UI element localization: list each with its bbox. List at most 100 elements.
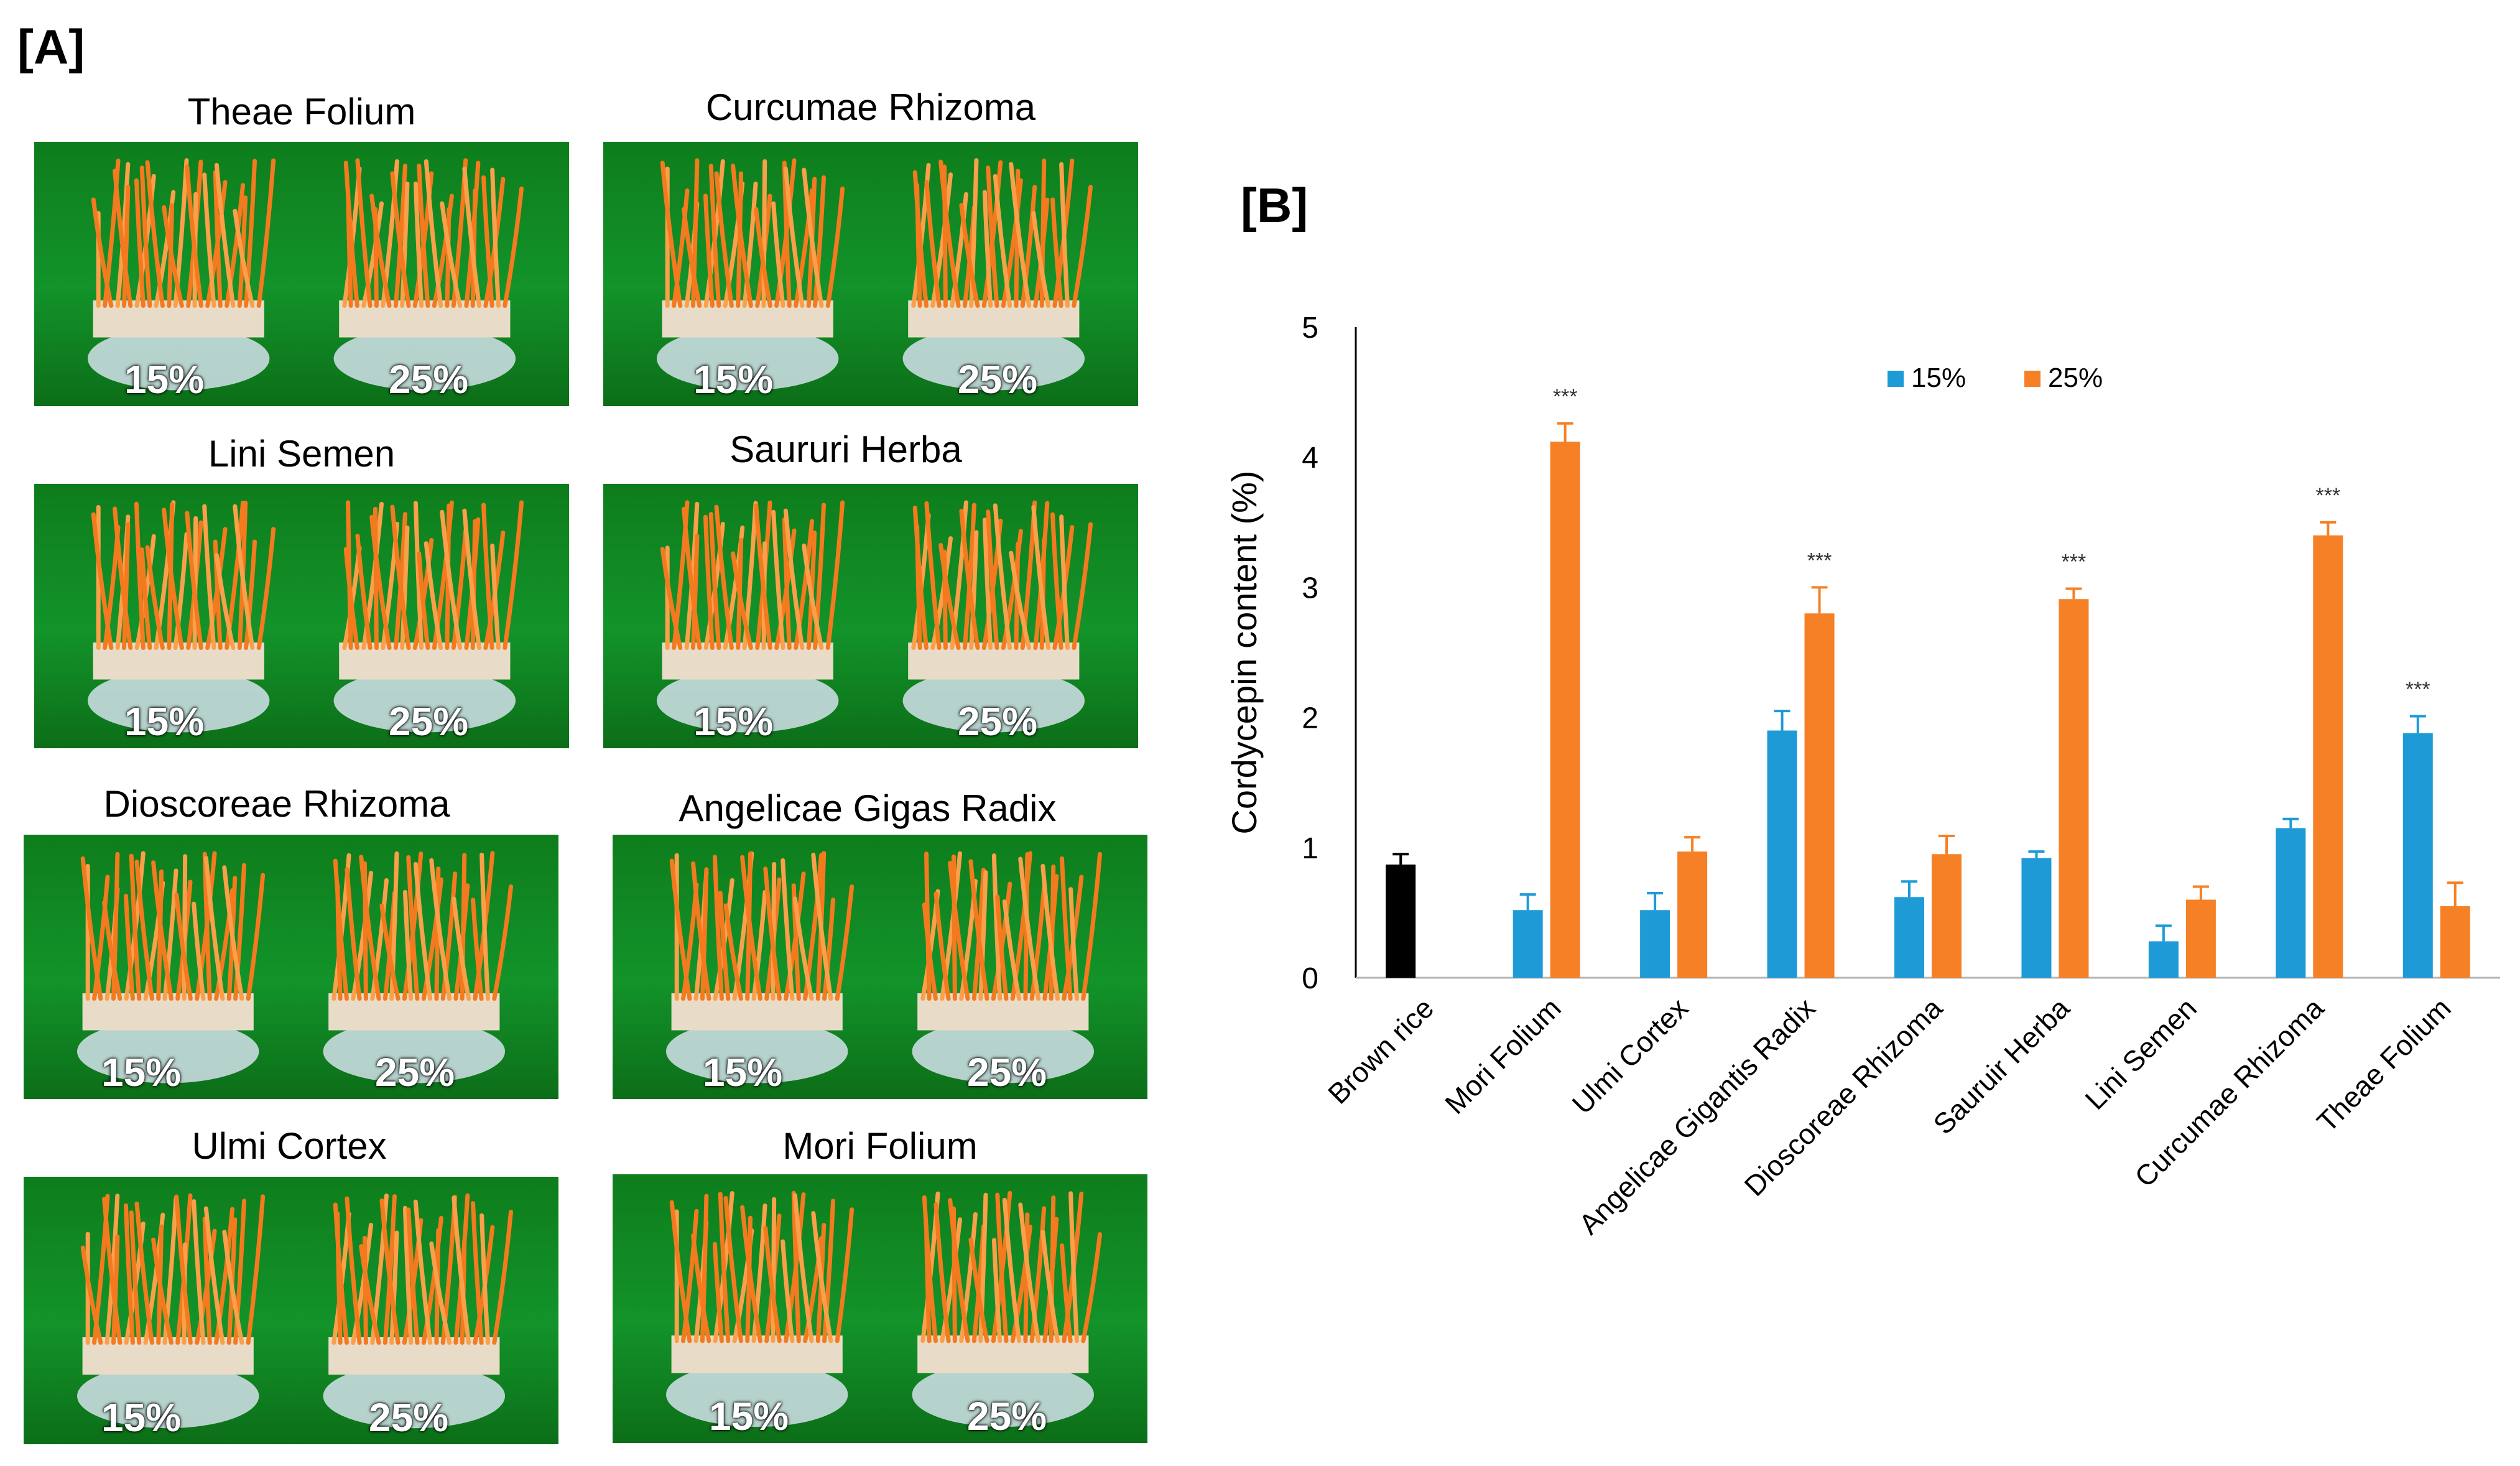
culture-jar [657, 327, 839, 391]
fruiting-body [503, 186, 524, 308]
photo-label-15: 15% [124, 699, 205, 744]
fruiting-body [91, 197, 114, 308]
fruiting-body [991, 853, 1003, 1001]
fruiting-body [959, 203, 980, 308]
fruiting-body [121, 185, 131, 308]
fruiting-body [811, 852, 833, 1001]
x-tick-label: Angelicae Gigantis Radix [1572, 991, 1821, 1240]
fruiting-body [802, 543, 824, 650]
x-tick-label: Mori Folium [1438, 991, 1567, 1120]
fruiting-body [134, 178, 146, 308]
photo-lini-semen: 15% 25% [34, 484, 569, 748]
fruiting-body [691, 861, 711, 1001]
photo-theae-folium: 15% 25% [34, 142, 569, 406]
fruiting-body [343, 547, 359, 650]
fruiting-body [825, 500, 845, 650]
fruiting-body [803, 1236, 824, 1343]
fruiting-body [129, 853, 142, 1001]
fruiting-body [345, 1196, 362, 1345]
fruiting-body [162, 205, 184, 308]
fruiting-body [948, 861, 970, 1001]
fruiting-body [246, 1194, 266, 1345]
fruiting-body [991, 1238, 1003, 1343]
fruiting-body [754, 206, 772, 308]
culture-jar [902, 327, 1085, 391]
bar-25pct [2059, 599, 2089, 978]
fruiting-body [968, 859, 989, 1001]
fruiting-body [370, 878, 389, 1001]
fruiting-body [173, 532, 189, 650]
fruiting-body [782, 517, 792, 650]
fruiting-body [479, 1213, 490, 1345]
fruiting-body [355, 534, 373, 650]
fruiting-body [933, 891, 951, 1001]
bar-25pct [2185, 899, 2216, 978]
fruiting-body [1029, 886, 1047, 1001]
fruiting-body [922, 902, 938, 1001]
fruiting-body [723, 903, 743, 1001]
fruiting-body [490, 543, 501, 650]
fruiting-body [938, 159, 961, 308]
fruiting-body [1040, 863, 1060, 1001]
significance-marker: *** [2062, 550, 2087, 573]
photo-ulmi-cortex: 15% 25% [24, 1177, 558, 1444]
fruiting-body [343, 160, 359, 308]
substrate [93, 643, 264, 680]
bar-15pct [2402, 733, 2433, 978]
fruiting-body [390, 171, 411, 308]
photo-label-15: 15% [101, 1050, 182, 1095]
fruiting-body [912, 505, 929, 650]
fruiting-body [470, 519, 478, 650]
fruiting-body [182, 854, 188, 1001]
y-tick-label: 4 [1302, 442, 1318, 475]
fruiting-body [995, 894, 1009, 1001]
fruiting-body [452, 1195, 471, 1345]
substrate [908, 643, 1080, 680]
culture-jar [333, 669, 516, 733]
fruiting-body [1049, 864, 1056, 1001]
fruiting-body [452, 896, 471, 1001]
cordyceps-illustration [77, 851, 514, 1083]
substrate [671, 1335, 843, 1373]
significance-marker: *** [1553, 385, 1578, 409]
fruiting-body [413, 501, 424, 650]
bar-25pct [2440, 906, 2470, 978]
fruiting-body [162, 868, 178, 1001]
photo-label-25: 25% [389, 699, 469, 744]
cordyceps-illustration [666, 1190, 1103, 1427]
bar-15pct [1512, 910, 1543, 978]
fruiting-body [203, 1206, 225, 1345]
fruiting-body [783, 508, 805, 650]
fruiting-body [763, 1225, 782, 1343]
legend-swatch [1888, 371, 1904, 387]
fruiting-body [413, 1199, 433, 1345]
substrate [662, 643, 833, 680]
photo-angelicae-gigas-radix: 15% 25% [613, 835, 1147, 1099]
fruiting-body [202, 172, 216, 308]
photo-title-ulmi-cortex: Ulmi Cortex [192, 1125, 387, 1167]
fruiting-body [1009, 162, 1032, 308]
cordyceps-illustration [88, 500, 524, 733]
fruiting-body [771, 1197, 777, 1343]
photo-label-15: 15% [709, 1394, 789, 1439]
fruiting-body [731, 164, 753, 308]
fruiting-body [213, 170, 223, 308]
culture-jar [902, 669, 1085, 733]
fruiting-body [1009, 550, 1032, 650]
fruiting-body [1002, 899, 1022, 1001]
fruiting-body [134, 501, 146, 650]
fruiting-body [400, 181, 410, 308]
culture-jar [323, 1019, 505, 1083]
fruiting-body [355, 158, 373, 308]
fruiting-body [1060, 856, 1073, 1001]
fruiting-body [402, 889, 414, 1001]
fruiting-body [492, 884, 514, 1001]
fruiting-body [379, 1198, 401, 1345]
bar-15pct [2021, 858, 2052, 978]
cordyceps-illustration [77, 1193, 514, 1429]
photo-label-15: 15% [124, 357, 205, 402]
photo-label-15: 15% [703, 1050, 783, 1095]
fruiting-body [102, 1197, 123, 1345]
fruiting-body [835, 1207, 855, 1343]
fruiting-body [751, 889, 767, 1001]
